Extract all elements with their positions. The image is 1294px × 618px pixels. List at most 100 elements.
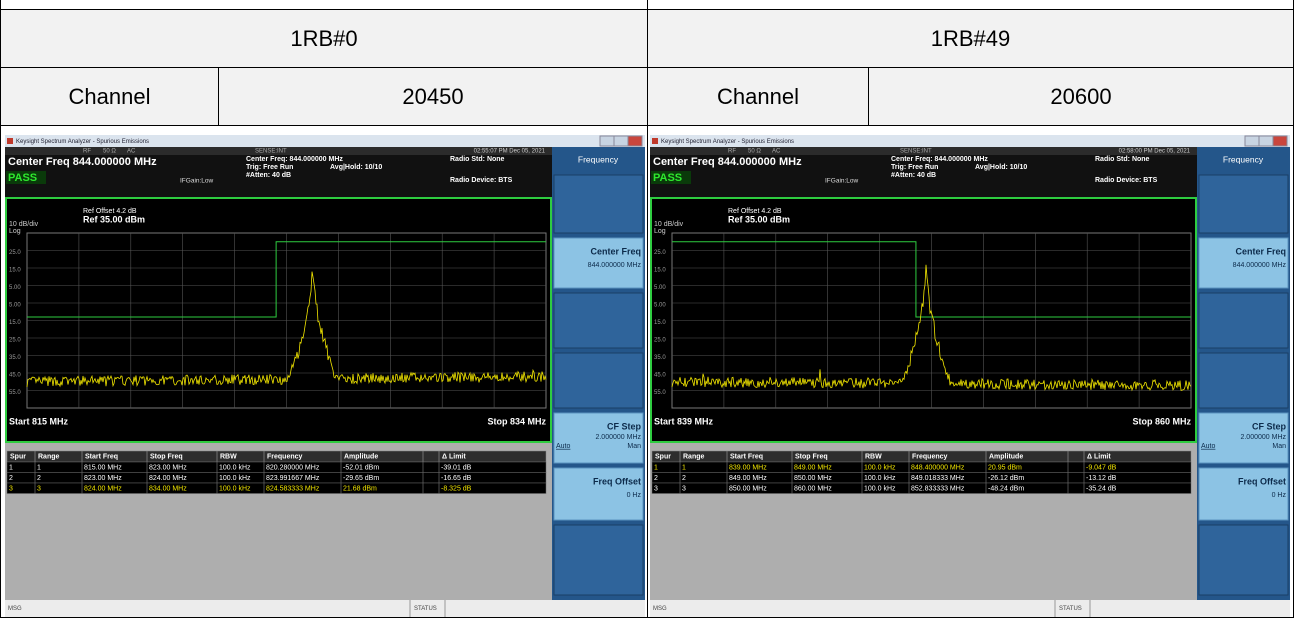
yaxis-2: 5.00 (9, 285, 21, 291)
menu-step_value: 2.000000 MHz (595, 434, 641, 441)
yaxis-1: 15.0 (654, 268, 666, 274)
graph (5, 197, 552, 443)
yaxis-7: 45.0 (9, 373, 21, 379)
menu-center_label: Center Freq (590, 246, 641, 256)
menu-offset_value: 0 Hz (1272, 492, 1287, 499)
screenshot: Keysight Spectrum Analyzer - Spurious Em… (650, 135, 1290, 617)
table-row (652, 483, 1191, 494)
menu-center_value: 844.000000 MHz (588, 262, 642, 269)
rows-1-5: 823.991667 MHz (266, 475, 320, 482)
limit-line (27, 241, 546, 318)
ohm: 50 Ω (103, 149, 116, 155)
menu-button (1198, 352, 1289, 409)
menu-step_label: CF Step (1252, 421, 1287, 431)
rows-2-1: 3 (682, 485, 686, 492)
app-icon (7, 138, 13, 144)
rows-1-6: -26.12 dBm (988, 475, 1024, 482)
log: Log (654, 228, 666, 235)
rows-1-2: 849.00 MHz (729, 475, 767, 482)
yaxis-7: 45.0 (654, 373, 666, 379)
table-header (652, 451, 1191, 462)
trace (671, 264, 1192, 392)
rows-0-4: 100.0 kHz (219, 464, 251, 471)
title-bar (5, 135, 645, 147)
rows-0-5: 848.400000 MHz (911, 464, 965, 471)
table-row (652, 462, 1191, 473)
ref_offset: Ref Offset 4.2 dB (728, 208, 782, 215)
rows-1-1: 2 (37, 475, 41, 482)
rows-2-4: 100.0 kHz (219, 485, 251, 492)
header-6: Amplitude (989, 453, 1023, 460)
ref_offset: Ref Offset 4.2 dB (83, 208, 137, 215)
menu-button (553, 174, 644, 234)
window-button (1244, 135, 1260, 147)
header-6: Amplitude (344, 453, 378, 460)
header-0: Spur (655, 453, 671, 460)
menu-man: Man (627, 443, 641, 450)
menu-button (553, 467, 644, 521)
menu-offset_label: Freq Offset (1238, 476, 1286, 486)
menu-button (553, 412, 644, 464)
yaxis-8: 55.0 (654, 390, 666, 396)
menu-title: Frequency (578, 154, 619, 164)
header-7: Δ Limit (442, 453, 466, 460)
window_title: Keysight Spectrum Analyzer - Spurious Em… (16, 139, 149, 145)
header-2: Start Freq (730, 453, 763, 460)
yaxis-6: 35.0 (9, 355, 21, 361)
rows-2-7: -35.24 dB (1086, 485, 1117, 492)
status: STATUS (1059, 606, 1082, 612)
atten: #Atten: 40 dB (891, 172, 936, 179)
menu-center_value: 844.000000 MHz (1233, 262, 1287, 269)
menu-offset_value: 0 Hz (627, 492, 642, 499)
ifgain: IFGain:Low (180, 178, 214, 185)
screenshot: Keysight Spectrum Analyzer - Spurious Em… (5, 135, 645, 617)
status: STATUS (414, 606, 437, 612)
menu-button (1198, 237, 1289, 289)
sense: SENSE:INT (255, 149, 287, 155)
msg: MSG (8, 606, 22, 612)
status-strip (650, 147, 1197, 155)
rows-2-0: 3 (654, 485, 658, 492)
sense: SENSE:INT (900, 149, 932, 155)
cell: 1RB#49 (647, 9, 1294, 68)
ac: AC (772, 149, 781, 155)
rows-1-3: 824.00 MHz (149, 475, 187, 482)
yaxis-0: 25.0 (654, 250, 666, 256)
rows-2-7: -8.325 dB (441, 485, 472, 492)
log: Log (9, 228, 21, 235)
info: Center Freq: 844.000000 MHz (891, 156, 988, 163)
menu-button (553, 524, 644, 596)
scale: 10 dB/div (654, 221, 684, 228)
ac: AC (127, 149, 136, 155)
msg: MSG (653, 606, 667, 612)
radio_std: Radio Std: None (1095, 156, 1150, 163)
menu-offset_label: Freq Offset (593, 476, 641, 486)
cell: 20600 (868, 67, 1294, 126)
rows-0-7: -39.01 dB (441, 464, 472, 471)
header-2: Start Freq (85, 453, 118, 460)
rows-0-3: 849.00 MHz (794, 464, 832, 471)
rows-1-5: 849.018333 MHz (911, 475, 965, 482)
rows-1-6: -29.65 dBm (343, 475, 379, 482)
rows-2-1: 3 (37, 485, 41, 492)
bottom-bar (650, 600, 1290, 617)
rows-0-4: 100.0 kHz (864, 464, 896, 471)
table-header (7, 451, 546, 462)
stop: Stop 834 MHz (487, 416, 546, 426)
menu-step_value: 2.000000 MHz (1240, 434, 1286, 441)
rows-0-0: 1 (9, 464, 13, 471)
menu-button (1198, 292, 1289, 349)
app-icon (652, 138, 658, 144)
table-row (7, 483, 546, 494)
avg: Avg|Hold: 10/10 (330, 164, 382, 171)
rf: RF (83, 149, 91, 155)
menu-step_label: CF Step (607, 421, 642, 431)
header (650, 147, 1197, 197)
limit-line (672, 241, 1191, 318)
menu-button (1198, 524, 1289, 596)
header-1: Range (683, 453, 705, 460)
rows-0-2: 815.00 MHz (84, 464, 122, 471)
header-5: Frequency (912, 453, 948, 460)
yaxis-3: 5.00 (9, 303, 21, 309)
rows-0-7: -9.047 dB (1086, 464, 1117, 471)
